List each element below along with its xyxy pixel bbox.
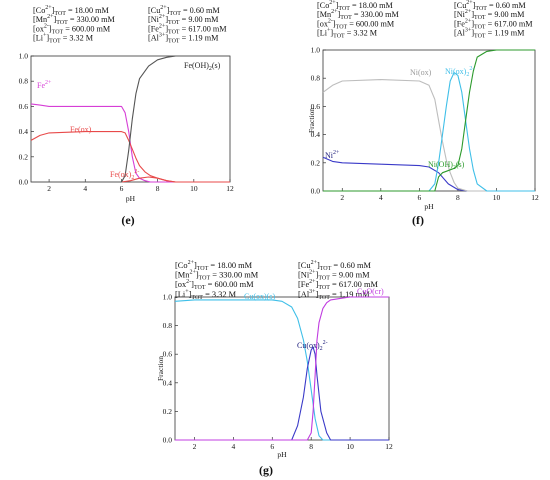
condition-l0: [Co2+]TOT = 18.00 mM [317, 0, 394, 12]
series-label-1: Ni2+ [325, 150, 340, 160]
condition-r0: [Cu2+]TOT = 0.60 mM [298, 260, 371, 272]
y-tick-label: 0.0 [311, 187, 321, 196]
condition-r0: [Cu2+]TOT = 0.60 mM [454, 0, 526, 12]
x-tick-label: 4 [379, 193, 383, 202]
chart-panel-2: [Co2+]TOT = 18.00 mM[Mn2+]TOT = 330.00 m… [307, 0, 539, 227]
series-label-4: Fe(OH)2(s) [184, 61, 221, 72]
y-tick-label: 0.8 [311, 74, 321, 83]
series-line-4 [323, 49, 535, 192]
x-tick-label: 8 [456, 193, 460, 202]
y-tick-label: 0.8 [19, 77, 29, 86]
y-tick-label: 1.0 [311, 46, 321, 55]
y-tick-label: 0.4 [163, 378, 173, 387]
condition-l3: [Li+]TOT = 3.32 M [317, 28, 378, 40]
series-label-3: Fe(ox)22- [110, 169, 139, 181]
condition-l2: [ox2-]TOT = 600.00 mM [317, 18, 395, 30]
panel-label: (f) [412, 213, 424, 227]
series-line-1 [322, 156, 535, 192]
y-tick-label: 0.4 [19, 127, 29, 136]
x-tick-label: 10 [493, 193, 501, 202]
y-tick-label: 0.2 [311, 158, 321, 167]
condition-r2: [Fe2+]TOT = 617.00 mM [148, 23, 227, 35]
series-line-3 [175, 296, 389, 441]
y-axis-label: Fraction [156, 356, 165, 381]
condition-l1: [Mn2+]TOT = 330.00 mM [33, 14, 115, 26]
condition-l0: [Co2+]TOT = 18.00 mM [175, 260, 253, 272]
condition-l0: [Co2+]TOT = 18.00 mM [33, 5, 110, 17]
y-tick-label: 0.2 [163, 407, 173, 416]
y-tick-label: 0.8 [163, 321, 173, 330]
condition-r1: [Ni2+]TOT = 9.00 mM [298, 270, 370, 282]
condition-r2: [Fe2+]TOT = 617.00 mM [454, 18, 533, 30]
x-axis-label: pH [277, 450, 287, 459]
x-tick-label: 8 [156, 184, 160, 193]
series-line-1 [30, 103, 230, 183]
condition-r3: [Al3+]TOT = 1.19 mM [298, 289, 370, 301]
series-line-2 [175, 346, 389, 441]
x-tick-label: 2 [193, 442, 197, 451]
x-tick-label: 2 [340, 193, 344, 202]
x-tick-label: 12 [226, 184, 234, 193]
plot-frame [30, 55, 231, 183]
x-tick-label: 10 [190, 184, 198, 193]
y-tick-label: 0.0 [163, 436, 173, 445]
series-label-2: Fe(ox) [70, 125, 92, 134]
x-tick-label: 6 [120, 184, 124, 193]
series-label-2: Cu(ox)22- [297, 340, 328, 352]
series-label-1: Cu(ox)(s) [244, 292, 275, 301]
x-tick-label: 4 [83, 184, 87, 193]
condition-r1: [Ni2+]TOT = 9.00 mM [148, 14, 219, 26]
condition-l2: [ox2-]TOT = 600.00 mM [175, 279, 254, 291]
condition-l1: [Mn2+]TOT = 330.00 mM [175, 270, 259, 282]
series-line-1 [174, 299, 389, 441]
condition-l3: [Li+]TOT = 3.32 M [175, 289, 237, 301]
chart-panel-3: [Co2+]TOT = 18.00 mM[Mn2+]TOT = 330.00 m… [156, 260, 393, 477]
condition-l3: [Li+]TOT = 3.32 M [33, 33, 94, 45]
plot-frame [174, 296, 390, 441]
condition-l1: [Mn2+]TOT = 330.00 mM [317, 9, 399, 21]
chart-panel-1: [Co2+]TOT = 18.00 mM[Mn2+]TOT = 330.00 m… [19, 5, 234, 227]
series-line-2 [322, 79, 535, 192]
condition-r3: [Al3+]TOT = 1.19 mM [148, 33, 219, 45]
y-tick-label: 0.6 [311, 102, 321, 111]
series-label-1: Fe2+ [37, 80, 52, 90]
condition-r2: [Fe2+]TOT = 617.00 mM [298, 279, 378, 291]
panel-label: (e) [121, 213, 134, 227]
series-line-4 [31, 55, 230, 183]
x-tick-label: 4 [231, 442, 235, 451]
x-tick-label: 10 [346, 442, 354, 451]
condition-r3: [Al3+]TOT = 1.19 mM [454, 28, 525, 40]
y-axis-label: Fraction [307, 108, 316, 133]
condition-r1: [Ni2+]TOT = 9.00 mM [454, 9, 525, 21]
x-axis-label: pH [126, 194, 136, 203]
panel-label: (g) [259, 463, 273, 477]
y-tick-label: 0.0 [19, 178, 29, 187]
x-tick-label: 8 [309, 442, 313, 451]
condition-r0: [Cu2+]TOT = 0.60 mM [148, 5, 220, 17]
series-line-3 [323, 72, 535, 192]
x-tick-label: 12 [385, 442, 393, 451]
x-tick-label: 6 [417, 193, 421, 202]
y-tick-label: 0.4 [311, 130, 321, 139]
condition-l2: [ox2-]TOT = 600.00 mM [33, 23, 111, 35]
y-tick-label: 0.6 [19, 102, 29, 111]
series-label-2: Ni(ox) [410, 68, 432, 77]
y-tick-label: 0.2 [19, 152, 29, 161]
series-label-4: Ni(OH)2(s) [428, 160, 465, 171]
x-tick-label: 6 [270, 442, 274, 451]
x-tick-label: 2 [47, 184, 51, 193]
x-axis-label: pH [424, 202, 434, 211]
y-tick-label: 0.6 [163, 350, 173, 359]
x-tick-label: 12 [531, 193, 539, 202]
series-label-3: Ni(ox)22- [445, 66, 474, 78]
y-tick-label: 1.0 [19, 52, 29, 61]
series-label-3: CuO(cr) [357, 287, 384, 296]
y-tick-label: 1.0 [163, 293, 173, 302]
